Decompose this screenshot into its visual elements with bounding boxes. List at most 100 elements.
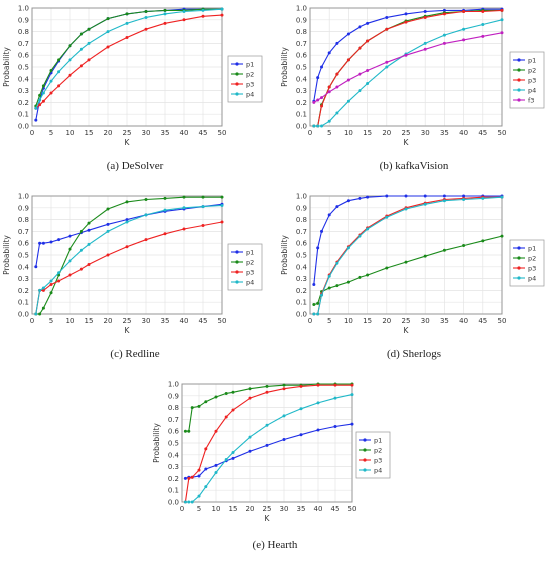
x-tick-label: 40 xyxy=(314,505,323,513)
x-tick-label: 30 xyxy=(142,317,151,325)
data-point-p1 xyxy=(312,283,316,286)
y-tick-label: 0.8 xyxy=(296,28,307,36)
data-point-p2 xyxy=(282,383,286,387)
data-point-p4 xyxy=(316,401,320,405)
x-tick-label: 45 xyxy=(331,505,340,513)
x-tick-label: 30 xyxy=(421,317,430,325)
data-point-p3 xyxy=(231,408,235,412)
x-tick-label: 50 xyxy=(498,317,507,325)
y-tick-label: 0.4 xyxy=(18,263,30,271)
y-tick-label: 0.1 xyxy=(296,111,307,119)
data-point-p3 xyxy=(106,45,110,49)
data-point-p3 xyxy=(327,85,331,89)
data-point-p4 xyxy=(163,208,167,212)
y-tick-label: 0.3 xyxy=(18,87,29,95)
y-tick-label: 1.0 xyxy=(296,193,307,201)
legend-label-p2: p2 xyxy=(374,446,382,454)
data-point-p3 xyxy=(41,99,45,103)
data-point-p2 xyxy=(214,395,218,399)
legend-label-p3: p3 xyxy=(374,456,382,464)
legend-marker-p2 xyxy=(517,256,521,260)
data-point-f3 xyxy=(423,47,427,51)
legend-label-p4: p4 xyxy=(374,466,382,474)
data-point-f3 xyxy=(442,41,446,45)
x-tick-label: 45 xyxy=(199,317,208,325)
data-point-p4 xyxy=(423,202,427,206)
data-point-p1 xyxy=(316,76,320,80)
y-tick-label: 0.0 xyxy=(168,499,179,507)
x-axis-label: K xyxy=(125,138,131,147)
data-point-p3 xyxy=(423,15,427,19)
legend-label-p3: p3 xyxy=(246,80,254,88)
data-point-p4 xyxy=(404,207,408,211)
data-point-p2 xyxy=(79,32,83,36)
data-point-f3 xyxy=(385,60,389,64)
legend-marker-p2 xyxy=(517,68,521,72)
data-point-p4 xyxy=(220,203,224,207)
data-point-p3 xyxy=(220,220,224,224)
data-point-p1 xyxy=(316,428,320,432)
data-point-p1 xyxy=(327,51,331,55)
data-point-p4 xyxy=(201,8,205,12)
data-point-p1 xyxy=(125,218,129,222)
data-point-f3 xyxy=(316,98,320,102)
x-tick-label: 20 xyxy=(104,129,113,137)
data-point-p4 xyxy=(182,206,186,210)
data-point-p2 xyxy=(163,8,167,12)
data-point-p3 xyxy=(79,267,83,271)
line-chart-desolver: 0.0 0.1 0.2 0.3 0.4 0.5 0.6 0.7 0.8 0.9 1.0 0 5 10 15 2… xyxy=(2,5,263,147)
data-point-p4 xyxy=(125,21,129,25)
data-point-p3 xyxy=(201,224,205,227)
data-point-p3 xyxy=(182,18,186,22)
legend-marker-p4 xyxy=(517,88,521,92)
data-point-p4 xyxy=(49,279,53,283)
data-point-f3 xyxy=(327,90,331,94)
data-point-p4 xyxy=(57,70,61,74)
data-point-p2 xyxy=(201,195,205,199)
data-point-p1 xyxy=(214,463,218,467)
data-point-p3 xyxy=(163,21,167,25)
data-point-p1 xyxy=(41,241,45,245)
data-point-p1 xyxy=(366,195,370,199)
data-point-f3 xyxy=(320,96,324,100)
y-tick-label: 0.7 xyxy=(168,416,179,424)
legend-box xyxy=(227,243,263,291)
data-point-p4 xyxy=(265,423,269,427)
data-point-p4 xyxy=(282,414,286,418)
data-point-p1 xyxy=(346,32,350,36)
x-tick-label: 10 xyxy=(344,129,353,137)
x-tick-label: 50 xyxy=(218,317,227,325)
x-tick-label: 0 xyxy=(308,129,312,137)
data-point-p4 xyxy=(231,450,235,454)
data-point-p3 xyxy=(442,12,446,16)
data-point-p1 xyxy=(358,196,362,200)
data-point-p1 xyxy=(49,240,53,244)
data-point-p2 xyxy=(358,275,362,279)
data-point-f3 xyxy=(462,38,466,42)
x-tick-label: 5 xyxy=(49,129,53,137)
legend-label-p2: p2 xyxy=(246,258,254,266)
y-tick-label: 0.1 xyxy=(168,487,179,495)
y-tick-label: 0.4 xyxy=(296,263,308,271)
y-tick-label: 1.0 xyxy=(296,5,307,13)
y-tick-label: 0.5 xyxy=(296,64,307,72)
legend-label-p4: p4 xyxy=(528,86,536,94)
y-tick-label: 0.9 xyxy=(168,392,179,400)
data-point-p2 xyxy=(442,248,446,252)
x-tick-label: 15 xyxy=(229,505,238,513)
chart-panel-sherlogs: 0.0 0.1 0.2 0.3 0.4 0.5 0.6 0.7 0.8 0.9 1.0 0 5 10 15 2… xyxy=(278,188,550,373)
data-point-p1 xyxy=(34,265,38,269)
data-point-f3 xyxy=(346,78,350,82)
data-point-p4 xyxy=(106,30,110,34)
data-point-p4 xyxy=(187,500,191,504)
data-point-p1 xyxy=(333,424,337,428)
data-point-p4 xyxy=(79,47,83,51)
data-point-p4 xyxy=(366,82,370,86)
data-point-p4 xyxy=(462,27,466,31)
data-point-p4 xyxy=(183,500,187,504)
x-tick-label: 30 xyxy=(280,505,289,513)
data-point-p3 xyxy=(49,91,53,95)
legend-marker-p4 xyxy=(363,468,367,472)
plot-border xyxy=(181,383,353,503)
data-point-p4 xyxy=(320,293,324,297)
